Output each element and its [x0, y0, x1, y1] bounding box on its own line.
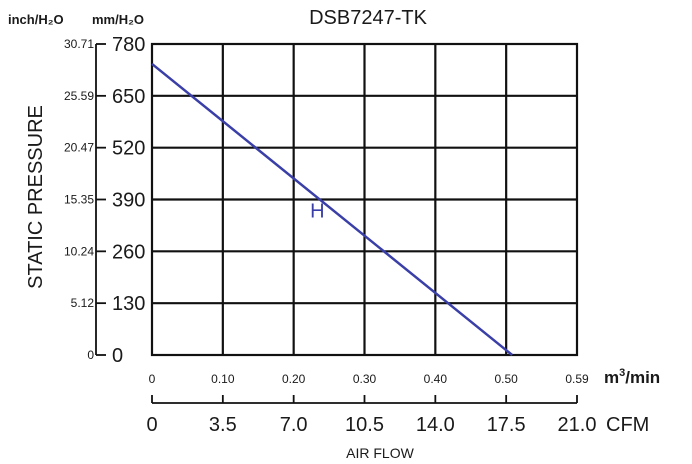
- y-tick-label-inch: 10.24: [64, 244, 94, 258]
- y-tick-label-mm: 780: [112, 34, 145, 56]
- x-ticks: 0 0.10 0.20 0.30 0.40 0.50 0.59 0 3.5 7.0 10.5 14.0…: [146, 372, 596, 436]
- x-tick-label-cfm: 21.0: [558, 414, 597, 436]
- y-ticks: 0 0 5.12 130 10.24 260 15.35 390 20.47 520 25.59 65…: [64, 34, 145, 367]
- x-tick-label-m3min: 0.30: [353, 372, 377, 386]
- chart-title: DSB7247-TK: [309, 7, 427, 29]
- y-tick-label-inch: 25.59: [64, 89, 94, 103]
- x-tick-label-cfm: 7.0: [280, 414, 308, 436]
- x-tick-label-m3min: 0: [149, 372, 156, 386]
- x-unit-superscript: 3: [619, 367, 625, 379]
- y-tick-label-inch: 30.71: [64, 37, 94, 51]
- x-axis-title: AIR FLOW: [346, 445, 414, 461]
- y-tick-label-mm: 0: [112, 345, 123, 367]
- x-tick-label-m3min: 0.59: [565, 372, 589, 386]
- y-unit-inch-label: inch/H₂O: [8, 12, 64, 27]
- x-unit-primary-label: m3/min: [604, 367, 660, 387]
- y-axis-title: STATIC PRESSURE: [25, 105, 47, 289]
- x-tick-label-cfm: 17.5: [487, 414, 526, 436]
- x-tick-label-m3min: 0.50: [494, 372, 518, 386]
- y-tick-label-mm: 130: [112, 293, 145, 315]
- x-tick-label-cfm: 14.0: [416, 414, 455, 436]
- x-tick-label-cfm: 10.5: [345, 414, 384, 436]
- x-tick-label-m3min: 0.20: [282, 372, 306, 386]
- y-tick-label-mm: 650: [112, 86, 145, 108]
- y-tick-label-inch: 5.12: [71, 296, 95, 310]
- series-line-h: [151, 62, 513, 356]
- x-unit-rest: /min: [625, 368, 660, 387]
- grid: [150, 42, 579, 357]
- y-tick-label-inch: 15.35: [64, 193, 94, 207]
- x-tick-label-cfm: 3.5: [209, 414, 237, 436]
- y-tick-label-mm: 260: [112, 241, 145, 263]
- y-tick-label-mm: 390: [112, 190, 145, 212]
- x-tick-label-m3min: 0.40: [424, 372, 448, 386]
- y-tick-label-inch: 0: [87, 348, 94, 362]
- y-tick-label-mm: 520: [112, 138, 145, 160]
- series-label: H: [310, 200, 324, 222]
- y-tick-label-inch: 20.47: [64, 141, 94, 155]
- y-unit-mm-label: mm/H₂O: [92, 12, 144, 27]
- x-tick-label-m3min: 0.10: [211, 372, 235, 386]
- x-unit-secondary-label: CFM: [606, 414, 649, 436]
- x-tick-label-cfm: 0: [146, 414, 157, 436]
- series: H: [151, 62, 513, 356]
